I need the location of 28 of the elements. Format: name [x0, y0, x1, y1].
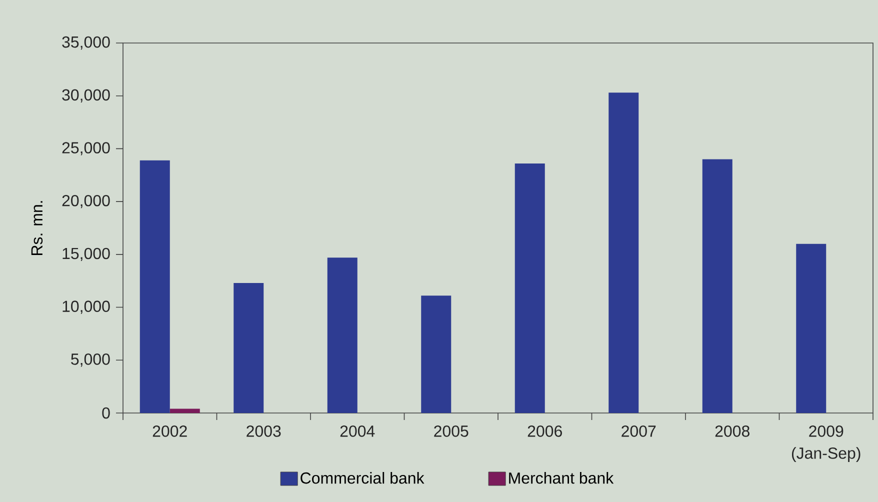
bar — [234, 282, 264, 413]
x-tick-label: 2008 — [715, 426, 750, 437]
bar — [514, 164, 545, 413]
x-tick-label: 2005 — [434, 426, 468, 437]
y-tick-label: 35,000 — [62, 36, 110, 50]
bar — [170, 408, 200, 413]
y-tick-label: 25,000 — [62, 142, 110, 156]
bar — [327, 258, 358, 413]
x-tick-label: 2006 — [528, 426, 562, 437]
bar — [140, 160, 170, 413]
bar — [608, 92, 639, 413]
y-tick-label: 5,000 — [71, 354, 110, 367]
x-tick-label: 2002 — [152, 426, 187, 437]
x-tick-label: 2009 (Jan-Sep) — [792, 426, 860, 462]
y-axis-title: Rs. mn. — [31, 201, 43, 255]
x-tick-label: 2004 — [340, 426, 375, 437]
y-tick-label: 10,000 — [62, 300, 110, 314]
y-tick-label: 30,000 — [62, 89, 110, 102]
bar — [421, 296, 452, 413]
x-tick-label: 2003 — [246, 426, 281, 437]
x-tick-label: 2007 — [622, 426, 656, 437]
bar — [796, 244, 826, 413]
legend-label: Merchant bank — [509, 472, 614, 484]
legend-label: Commercial bank — [300, 472, 424, 484]
y-tick-label: 20,000 — [62, 194, 110, 208]
y-tick-label: 0 — [102, 407, 110, 419]
bar — [702, 159, 732, 413]
y-tick-label: 15,000 — [62, 248, 110, 262]
